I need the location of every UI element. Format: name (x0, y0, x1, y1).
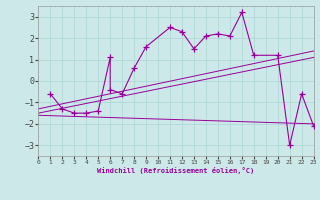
X-axis label: Windchill (Refroidissement éolien,°C): Windchill (Refroidissement éolien,°C) (97, 167, 255, 174)
